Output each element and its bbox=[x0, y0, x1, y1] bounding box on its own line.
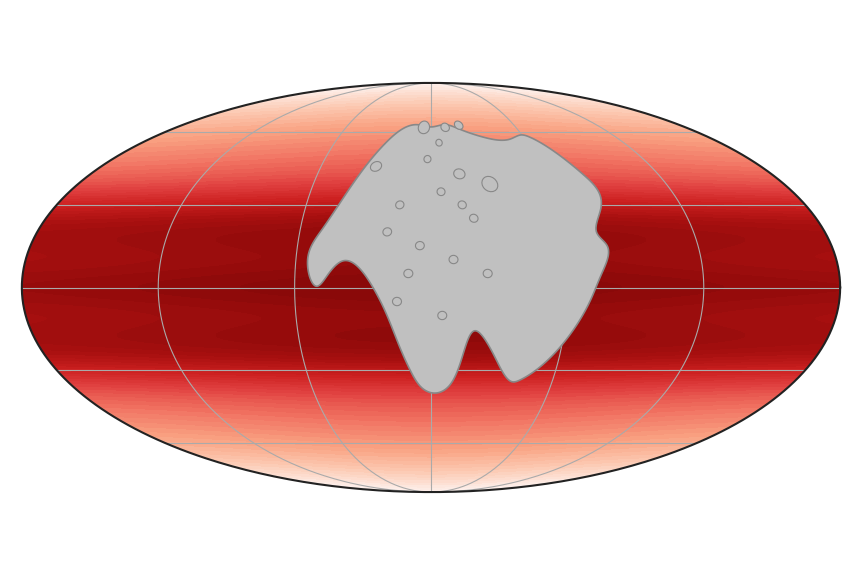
Point bbox=[424, 283, 437, 292]
Point bbox=[424, 283, 437, 292]
Point bbox=[424, 283, 437, 292]
Point bbox=[424, 283, 437, 292]
Point bbox=[424, 283, 437, 292]
Point bbox=[424, 283, 437, 292]
Point bbox=[424, 283, 437, 292]
Point bbox=[424, 283, 437, 292]
Point bbox=[424, 283, 437, 292]
Polygon shape bbox=[382, 228, 391, 236]
Point bbox=[424, 283, 437, 292]
Point bbox=[424, 283, 437, 292]
Point bbox=[424, 283, 437, 292]
Point bbox=[424, 283, 437, 292]
Point bbox=[424, 283, 437, 292]
Point bbox=[424, 283, 437, 292]
Point bbox=[424, 283, 437, 292]
Point bbox=[424, 283, 437, 292]
Point bbox=[424, 283, 437, 292]
Point bbox=[424, 283, 437, 292]
Polygon shape bbox=[437, 188, 444, 196]
Point bbox=[424, 283, 437, 292]
Point bbox=[424, 283, 437, 292]
Point bbox=[424, 283, 437, 292]
Point bbox=[424, 283, 437, 292]
Polygon shape bbox=[395, 201, 404, 209]
Point bbox=[424, 283, 437, 292]
Point bbox=[424, 283, 437, 292]
Polygon shape bbox=[415, 242, 424, 250]
Point bbox=[424, 283, 437, 292]
Point bbox=[424, 283, 437, 292]
Polygon shape bbox=[453, 169, 464, 179]
Polygon shape bbox=[403, 269, 412, 278]
Point bbox=[424, 283, 437, 292]
Point bbox=[424, 283, 437, 292]
Point bbox=[424, 283, 437, 292]
Point bbox=[424, 283, 437, 292]
Point bbox=[424, 283, 437, 292]
Polygon shape bbox=[469, 214, 478, 223]
Polygon shape bbox=[392, 297, 401, 306]
Polygon shape bbox=[454, 121, 462, 129]
Point bbox=[424, 283, 437, 292]
Point bbox=[424, 283, 437, 292]
Polygon shape bbox=[436, 139, 442, 146]
Point bbox=[424, 283, 437, 292]
Point bbox=[424, 283, 437, 292]
Polygon shape bbox=[424, 155, 430, 163]
Point bbox=[424, 283, 437, 292]
Point bbox=[424, 283, 437, 292]
Point bbox=[424, 283, 437, 292]
Point bbox=[424, 283, 437, 292]
Point bbox=[424, 283, 437, 292]
Polygon shape bbox=[481, 177, 497, 191]
Point bbox=[424, 283, 437, 292]
Point bbox=[424, 283, 437, 292]
Polygon shape bbox=[437, 311, 446, 320]
Polygon shape bbox=[483, 269, 492, 278]
Point bbox=[424, 283, 437, 292]
Point bbox=[424, 283, 437, 292]
Point bbox=[424, 283, 437, 292]
Point bbox=[424, 283, 437, 292]
Polygon shape bbox=[370, 162, 381, 171]
Point bbox=[424, 283, 437, 292]
Point bbox=[424, 283, 437, 292]
Polygon shape bbox=[457, 201, 466, 209]
Polygon shape bbox=[307, 125, 608, 393]
Point bbox=[424, 283, 437, 292]
Point bbox=[424, 283, 437, 292]
Polygon shape bbox=[449, 255, 457, 264]
Polygon shape bbox=[440, 123, 449, 132]
Polygon shape bbox=[418, 121, 429, 134]
